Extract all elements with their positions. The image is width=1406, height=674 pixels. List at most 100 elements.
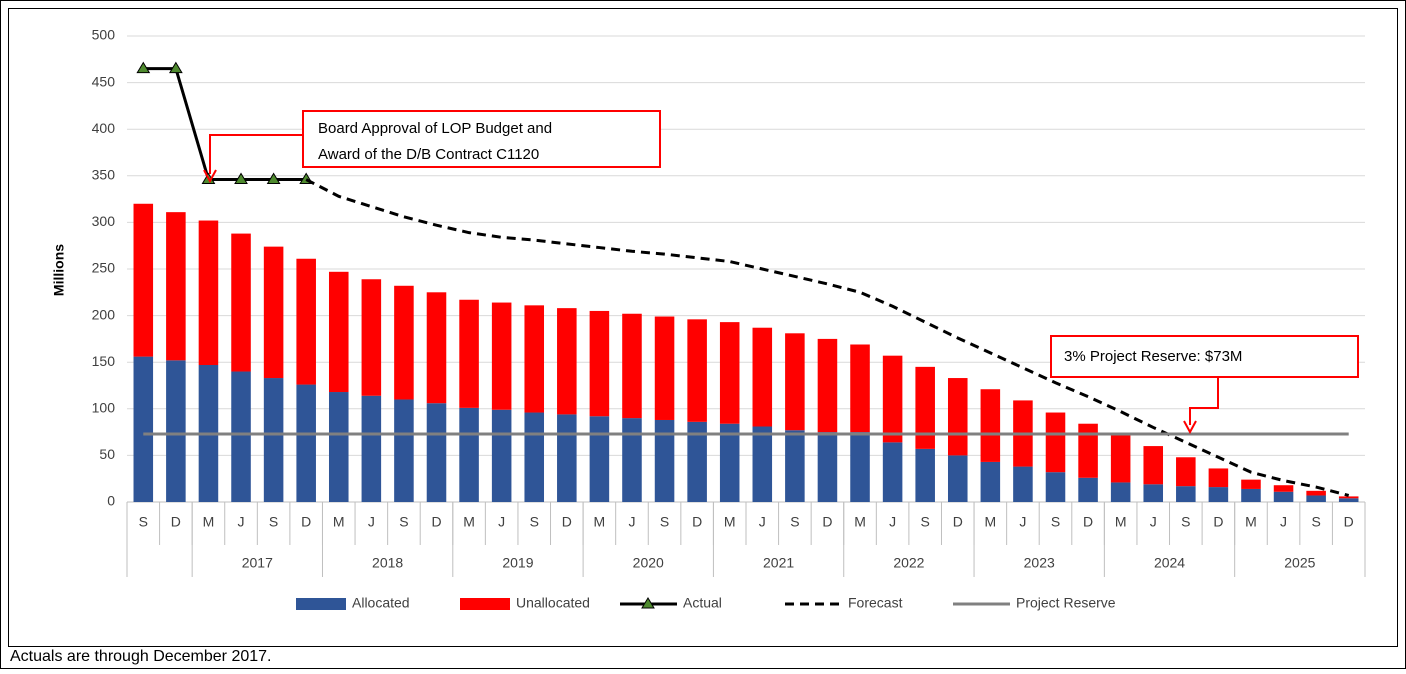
group-label: 2024 [1154, 555, 1185, 571]
annotation-text: 3% Project Reserve: $73M [1064, 348, 1242, 365]
bar-segment [947, 378, 968, 456]
group-label: 2017 [242, 555, 273, 571]
bar-segment [850, 432, 870, 502]
x-tick-label: M [724, 514, 736, 530]
bar-segment [1110, 433, 1131, 483]
legend-label: Unallocated [516, 595, 590, 611]
bar-segment [394, 399, 414, 502]
bar-segment [426, 292, 447, 404]
line-marker [266, 172, 281, 185]
group-label: 2020 [633, 555, 664, 571]
annotation-box [302, 110, 661, 168]
bar-segment [296, 384, 316, 502]
bar-segment [1208, 468, 1229, 488]
bar-segment [1241, 488, 1261, 502]
bar-segment [1338, 498, 1359, 502]
bar-segment [589, 416, 610, 502]
x-tick-label: J [498, 514, 505, 530]
bar-segment [1110, 482, 1131, 502]
x-tick-label: J [889, 514, 896, 530]
line-marker [136, 61, 151, 74]
bar-segment [394, 285, 414, 400]
group-label: 2021 [763, 555, 794, 571]
bar-segment [752, 327, 773, 427]
x-tick-label: D [692, 514, 702, 530]
group-label: 2022 [893, 555, 924, 571]
bar-segment [1176, 457, 1196, 487]
bar-segment [1241, 479, 1261, 489]
chart-border [8, 8, 1398, 647]
bar-segment [947, 455, 968, 502]
bar-segment [133, 203, 154, 357]
legend-swatch [460, 598, 510, 610]
x-tick-label: S [530, 514, 539, 530]
x-tick-label: M [1245, 514, 1257, 530]
bar-segment [198, 220, 219, 365]
legend-marker [641, 597, 655, 609]
y-tick-label: 350 [92, 167, 116, 183]
x-tick-label: D [562, 514, 572, 530]
bar-segment [491, 302, 512, 410]
bar-segment [491, 409, 512, 502]
bar-segment [1273, 491, 1294, 502]
bar-segment [1176, 486, 1196, 502]
group-label: 2023 [1024, 555, 1055, 571]
bar-segment [752, 426, 773, 502]
x-tick-label: D [953, 514, 963, 530]
bar-segment [231, 371, 251, 502]
bar-segment [915, 448, 935, 502]
bar-segment [622, 418, 642, 502]
bar-segment [687, 421, 707, 502]
bar-segment [719, 322, 740, 424]
bar-segment [980, 389, 1001, 462]
y-tick-label: 150 [92, 353, 116, 369]
x-tick-label: S [1051, 514, 1060, 530]
bar-segment [524, 305, 545, 413]
y-tick-label: 250 [92, 260, 116, 276]
bar-segment [1273, 485, 1294, 492]
x-tick-label: D [301, 514, 311, 530]
arrow-head [1183, 420, 1197, 435]
bar-segment [166, 212, 186, 361]
line-series [143, 67, 307, 182]
x-tick-label: S [790, 514, 799, 530]
bar-segment [850, 344, 870, 433]
bar-segment [1208, 487, 1229, 502]
footnote: Actuals are through December 2017. [10, 648, 271, 665]
line-series [305, 178, 1350, 497]
bar-segment [654, 316, 675, 420]
bar-segment [719, 423, 740, 502]
x-tick-label: J [759, 514, 766, 530]
annotation-text: Award of the D/B Contract C1120 [318, 146, 539, 163]
bar-segment [915, 366, 935, 449]
x-tick-label: D [1344, 514, 1354, 530]
bar-segment [687, 319, 707, 422]
bar-segment [785, 333, 805, 431]
bar-segment [296, 258, 316, 385]
bar-segment [1078, 423, 1098, 478]
x-tick-label: M [203, 514, 215, 530]
x-tick-label: M [594, 514, 606, 530]
x-tick-label: D [1083, 514, 1093, 530]
x-tick-label: J [1280, 514, 1287, 530]
x-tick-label: M [985, 514, 997, 530]
bar-segment [133, 356, 154, 502]
x-tick-label: S [269, 514, 278, 530]
bar-segment [1045, 412, 1066, 473]
group-label: 2019 [502, 555, 533, 571]
bar-segment [166, 360, 186, 502]
x-tick-label: M [854, 514, 866, 530]
x-tick-label: D [431, 514, 441, 530]
arrow-head [203, 169, 217, 184]
x-tick-label: S [1311, 514, 1320, 530]
y-tick-label: 400 [92, 120, 116, 136]
bar-segment [1143, 446, 1164, 485]
bar-segment [1306, 490, 1326, 496]
bar-segment [1078, 477, 1098, 502]
bar-segment [361, 279, 382, 396]
x-tick-label: M [1115, 514, 1127, 530]
x-tick-label: J [238, 514, 245, 530]
x-tick-label: J [368, 514, 375, 530]
x-tick-label: S [1181, 514, 1190, 530]
